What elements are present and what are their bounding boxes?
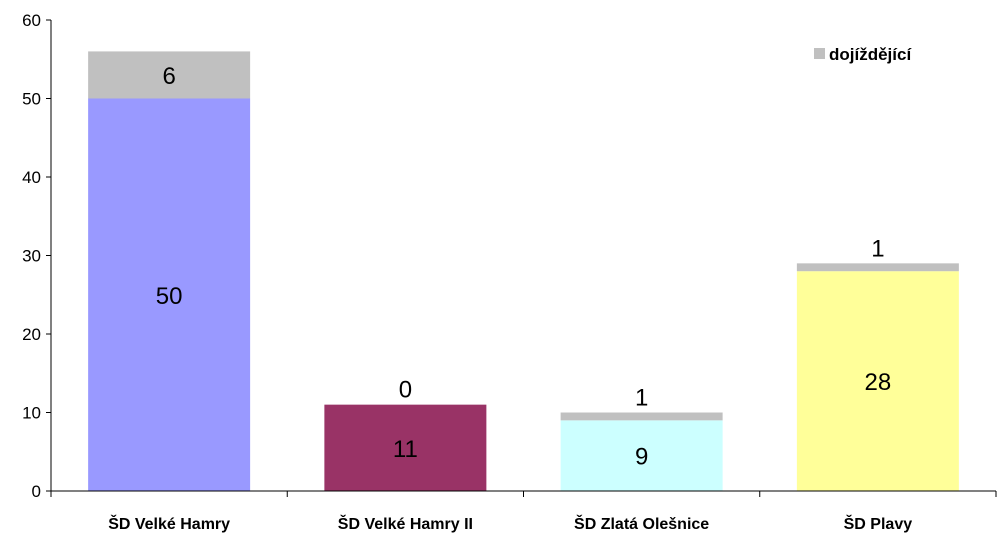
legend-swatch-dojizdejici — [814, 48, 825, 59]
x-categories-group: ŠD Velké Hamry ŠD Velké Hamry II ŠD Zlatá … — [50, 491, 997, 533]
bar-segment-dojizdejici — [796, 263, 959, 272]
data-label-dojizdejici: 1 — [871, 235, 884, 262]
bar-base — [324, 404, 487, 491]
y-tick-label: 20 — [22, 325, 41, 344]
bar-segment-dojizdejici — [560, 412, 723, 421]
data-label-dojizdejici: 6 — [162, 63, 175, 90]
y-tick-label: 30 — [22, 247, 41, 266]
y-tick-label: 10 — [22, 404, 41, 423]
legend-label-dojizdejici: dojíždějící — [829, 45, 912, 64]
x-category-label: ŠD Velké Hamry II — [338, 514, 473, 533]
data-label-base: 50 — [156, 283, 183, 310]
y-tick-label: 50 — [22, 90, 41, 109]
y-tick-label: 60 — [22, 11, 41, 30]
legend: dojíždějící — [814, 45, 912, 64]
x-category-label: ŠD Zlatá Olešnice — [574, 514, 709, 533]
bar-base — [560, 420, 723, 491]
y-tick-label: 40 — [22, 168, 41, 187]
data-label-dojizdejici: 1 — [635, 385, 648, 412]
bars-group — [88, 51, 959, 491]
y-tick-label: 0 — [32, 482, 41, 501]
y-ticks-group: 0 10 20 30 40 50 60 — [22, 11, 51, 501]
bar-base — [796, 271, 959, 491]
data-label-base: 9 — [635, 444, 648, 471]
data-label-dojizdejici: 0 — [399, 377, 412, 404]
x-category-label: ŠD Velké Hamry — [108, 514, 230, 533]
data-labels-group: 50 6 11 0 9 1 28 1 — [156, 63, 891, 471]
bar-base — [88, 98, 251, 491]
bar-segment-dojizdejici — [88, 51, 251, 99]
x-category-label: ŠD Plavy — [844, 514, 913, 533]
data-label-base: 28 — [865, 369, 892, 396]
data-label-base: 11 — [393, 436, 418, 463]
